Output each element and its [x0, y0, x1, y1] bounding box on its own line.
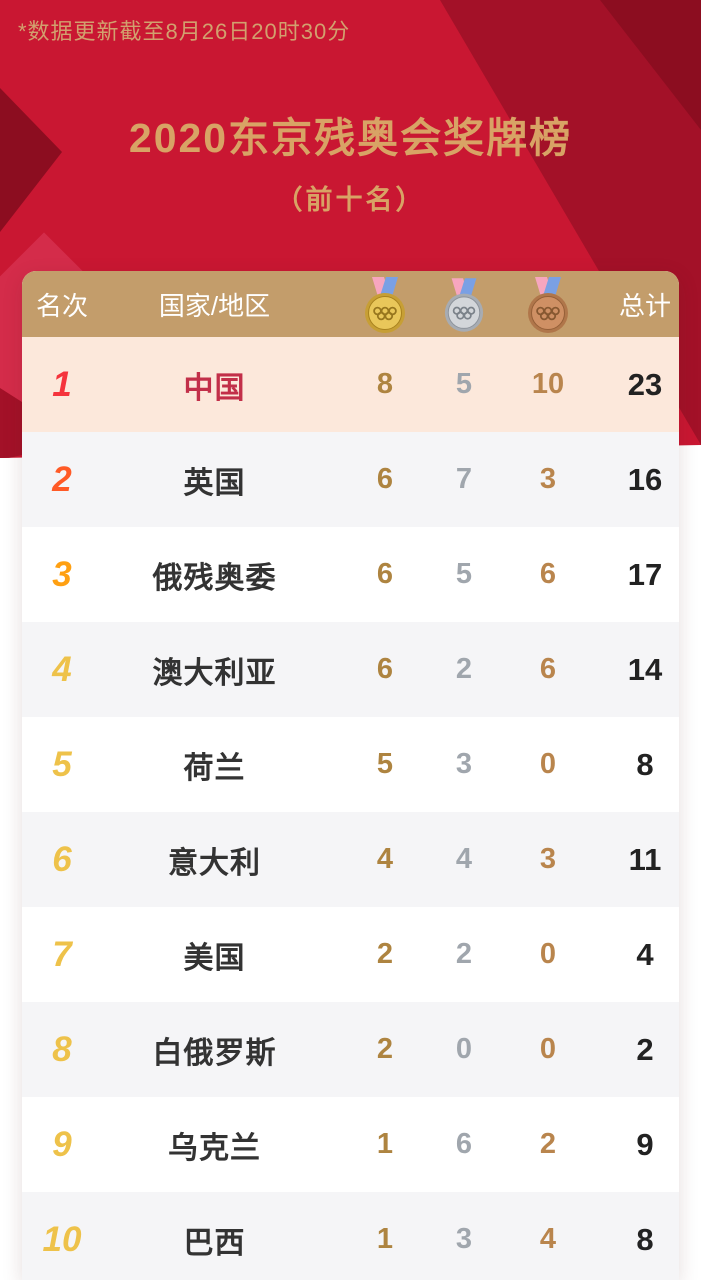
- country-cell: 英国: [183, 466, 246, 500]
- silver-count: 5: [455, 558, 473, 590]
- silver-count: 4: [455, 843, 473, 875]
- total-count: 17: [627, 556, 663, 592]
- rank-cell: 5: [52, 744, 72, 784]
- table-row: 9 乌克兰 1 6 2 9: [22, 1097, 679, 1192]
- table-row: 3 俄残奥委 6 5 6 17: [22, 527, 679, 622]
- column-header-rank: 名次: [35, 290, 88, 321]
- silver-count: 6: [455, 1128, 473, 1160]
- silver-count: 2: [455, 653, 473, 685]
- rank-cell: 9: [52, 1124, 72, 1164]
- rank-cell: 3: [52, 554, 72, 594]
- country-cell: 巴西: [183, 1226, 246, 1260]
- country-cell: 澳大利亚: [152, 656, 277, 690]
- country-cell: 乌克兰: [168, 1131, 261, 1165]
- bronze-count: 3: [539, 843, 557, 875]
- bronze-count: 0: [539, 1033, 557, 1065]
- total-count: 4: [636, 936, 654, 972]
- silver-count: 2: [455, 938, 473, 970]
- bronze-count: 3: [539, 463, 557, 495]
- total-count: 2: [636, 1031, 654, 1067]
- page-subtitle: （前十名）: [275, 185, 426, 215]
- table-row: 2 英国 6 7 3 16: [22, 432, 679, 527]
- total-count: 8: [636, 746, 654, 782]
- country-cell: 中国: [183, 371, 246, 405]
- country-cell: 俄残奥委: [152, 561, 277, 595]
- bronze-count: 10: [531, 368, 565, 400]
- title-block: 2020东京残奥会奖牌榜 （前十名）: [0, 104, 701, 217]
- silver-count: 5: [455, 368, 473, 400]
- table-row: 10 巴西 1 3 4 8: [22, 1192, 679, 1280]
- bronze-medal-icon: [485, 271, 611, 337]
- rank-cell: 7: [52, 934, 72, 974]
- gold-count: 6: [376, 558, 394, 590]
- bronze-count: 0: [539, 748, 557, 780]
- gold-medal-icon: [327, 271, 443, 337]
- table-body: 1 中国 8 5 10 23 2 英国 6 7 3 16 3 俄残奥委 6 5 6 17 4 澳大利亚 6 2 6 14 5 荷兰…: [22, 337, 679, 1280]
- bronze-count: 6: [539, 653, 557, 685]
- page-title: 2020东京残奥会奖牌榜: [128, 115, 573, 161]
- gold-count: 2: [376, 1033, 394, 1065]
- gold-count: 2: [376, 938, 394, 970]
- gold-count: 5: [376, 748, 394, 780]
- gold-count: 6: [376, 463, 394, 495]
- gold-count: 6: [376, 653, 394, 685]
- rank-cell: 8: [52, 1029, 72, 1069]
- deco-left-wedge: [0, 388, 22, 458]
- gold-count: 4: [376, 843, 394, 875]
- column-header-total: 总计: [618, 290, 671, 321]
- bronze-count: 6: [539, 558, 557, 590]
- table-row: 6 意大利 4 4 3 11: [22, 812, 679, 907]
- country-cell: 美国: [183, 941, 246, 975]
- medal-table-card: 名次 国家/地区 总计 1 中国 8 5 10 23 2 英国 6 7 3 16 3 俄残奥委 6 5 6 17 4…: [22, 271, 679, 1280]
- gold-count: 1: [376, 1223, 394, 1255]
- rank-cell: 1: [52, 364, 72, 404]
- total-count: 9: [636, 1126, 654, 1162]
- silver-count: 3: [455, 748, 473, 780]
- total-count: 8: [636, 1221, 654, 1257]
- bronze-count: 0: [539, 938, 557, 970]
- update-note: *数据更新截至8月26日20时30分: [18, 19, 351, 44]
- table-row: 8 白俄罗斯 2 0 0 2: [22, 1002, 679, 1097]
- bronze-count: 4: [539, 1223, 557, 1255]
- silver-medal-icon: [443, 271, 485, 337]
- country-cell: 荷兰: [183, 751, 246, 785]
- bronze-count: 2: [539, 1128, 557, 1160]
- rank-cell: 4: [52, 649, 72, 689]
- table-header-row: 名次 国家/地区 总计: [22, 271, 679, 337]
- silver-count: 7: [455, 463, 473, 495]
- rank-cell: 10: [42, 1219, 82, 1259]
- total-count: 23: [627, 366, 663, 402]
- rank-cell: 2: [52, 459, 72, 499]
- table-row: 1 中国 8 5 10 23: [22, 337, 679, 432]
- country-cell: 意大利: [168, 846, 261, 880]
- total-count: 11: [628, 841, 662, 877]
- table-row: 5 荷兰 5 3 0 8: [22, 717, 679, 812]
- table-row: 7 美国 2 2 0 4: [22, 907, 679, 1002]
- column-header-country: 国家/地区: [158, 290, 271, 321]
- country-cell: 白俄罗斯: [152, 1036, 277, 1070]
- table-row: 4 澳大利亚 6 2 6 14: [22, 622, 679, 717]
- gold-count: 8: [376, 368, 394, 400]
- total-count: 16: [627, 461, 663, 497]
- silver-count: 3: [455, 1223, 473, 1255]
- silver-count: 0: [455, 1033, 473, 1065]
- rank-cell: 6: [52, 839, 72, 879]
- total-count: 14: [627, 651, 663, 687]
- gold-count: 1: [376, 1128, 394, 1160]
